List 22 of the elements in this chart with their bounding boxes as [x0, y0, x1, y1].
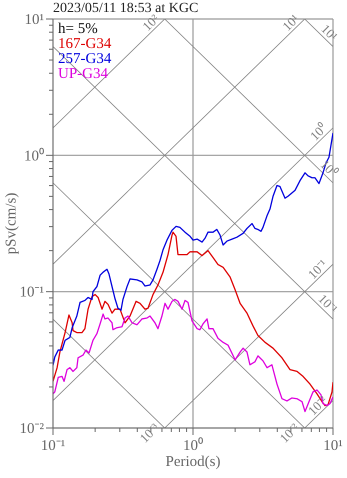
text: 257-G34 [58, 51, 112, 67]
y-axis-title: pSv(cm/s) [3, 192, 20, 254]
x-axis-title: Period(s) [166, 454, 220, 470]
y-tick-label: 10⁻¹ [20, 284, 44, 301]
annotation: 10⁻¹ [315, 290, 341, 316]
annotation: 10⁻² [276, 420, 302, 446]
x-tick-label: 10⁰ [183, 437, 203, 454]
annotation: 10⁻² [304, 392, 330, 418]
annotation: h= 5% [58, 21, 99, 37]
annotation: 10⁻¹ [304, 256, 330, 282]
text: 167-G34 [58, 36, 112, 52]
y-tick-label: 10¹ [24, 12, 44, 28]
annotation: 10¹ [279, 11, 302, 34]
x-tick-label: 10¹ [323, 438, 343, 454]
x-tick-label: 10⁻¹ [40, 438, 66, 454]
annotation: 10⁰ [306, 120, 330, 144]
y-tick-label: 10⁰ [24, 147, 44, 164]
text: UP-G34 [58, 66, 110, 82]
y-tick-label: 10⁻² [20, 421, 44, 437]
annotation: 10⁰ [317, 156, 341, 180]
annotation: 10⁻³ [136, 420, 162, 446]
annotation: 10¹ [318, 21, 341, 44]
